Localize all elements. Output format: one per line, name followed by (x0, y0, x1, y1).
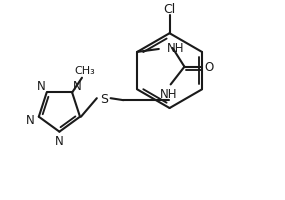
Text: N: N (26, 113, 35, 126)
Text: S: S (100, 92, 108, 105)
Text: N: N (55, 134, 64, 147)
Text: CH₃: CH₃ (75, 66, 95, 75)
Text: N: N (73, 79, 82, 92)
Text: NH: NH (167, 42, 184, 55)
Text: Cl: Cl (164, 3, 176, 16)
Text: O: O (204, 61, 214, 74)
Text: NH: NH (160, 87, 178, 100)
Text: N: N (37, 79, 46, 92)
